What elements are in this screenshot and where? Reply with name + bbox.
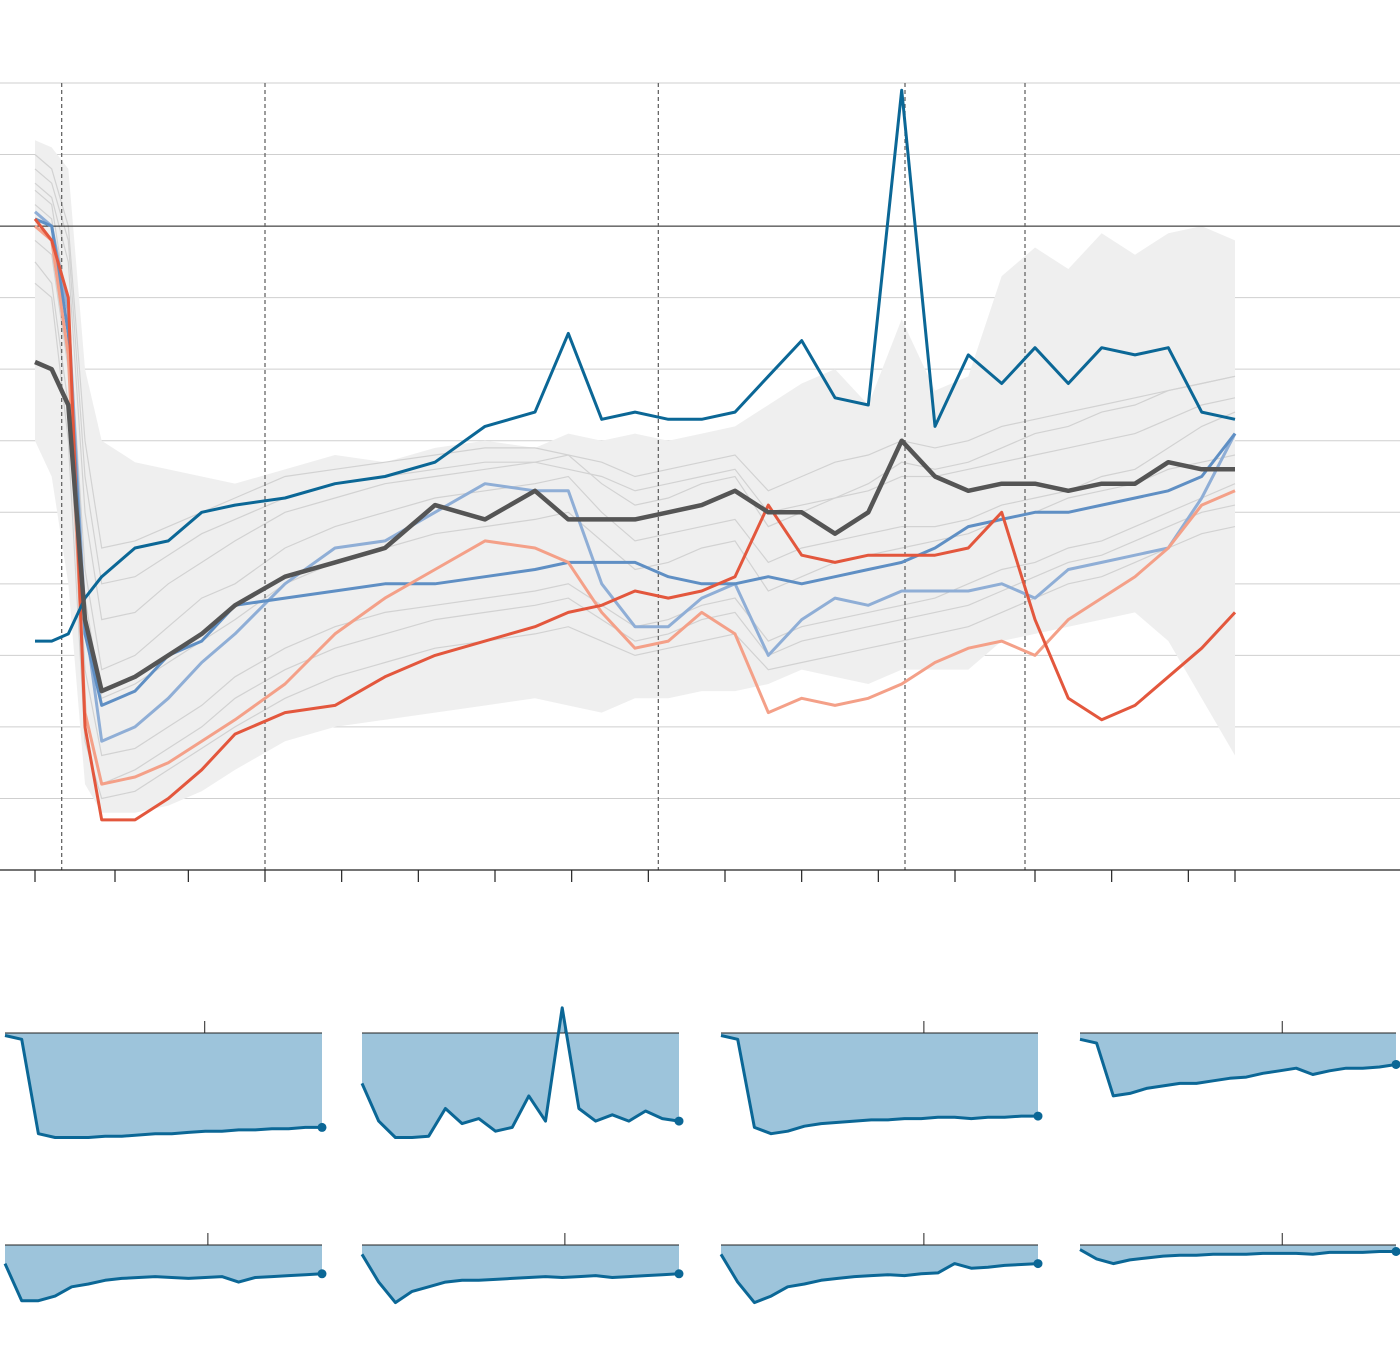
- panel-8: [1079, 1233, 1400, 1266]
- panel-area: [5, 1033, 322, 1138]
- dark-blue-series-line: [35, 88, 1236, 643]
- panel-2: [360, 1006, 684, 1139]
- thin-series-line: [34, 282, 1236, 800]
- panel-area: [1080, 1033, 1396, 1096]
- panel-endpoint: [317, 1269, 327, 1279]
- thin-series-line: [34, 204, 1236, 700]
- panel-line: [3, 1262, 323, 1303]
- panel-4: [1079, 1021, 1400, 1098]
- thin-series-line: [34, 182, 1236, 621]
- panel-1: [4, 1021, 327, 1139]
- panel-endpoint: [1391, 1059, 1400, 1069]
- panel-area: [362, 1245, 679, 1303]
- panel-3: [720, 1021, 1043, 1136]
- panel-endpoint: [317, 1122, 327, 1132]
- salmon-series-line: [34, 224, 1236, 786]
- thin-series-line: [34, 261, 1236, 785]
- panel-area: [5, 1245, 322, 1301]
- median-series-line: [34, 359, 1235, 694]
- event-markers: [61, 83, 1026, 870]
- panel-line: [4, 1034, 322, 1139]
- small-multiples: [3, 1006, 1400, 1305]
- panel-line: [719, 1253, 1039, 1305]
- panel-area: [362, 1007, 679, 1138]
- panel-line: [1079, 1037, 1397, 1098]
- x-axis: [0, 869, 1400, 882]
- panel-endpoint: [1033, 1259, 1043, 1269]
- panel-5: [3, 1233, 327, 1303]
- light-blue-series-line: [34, 210, 1237, 743]
- panel-area: [721, 1033, 1038, 1134]
- panel-endpoint: [1033, 1111, 1043, 1121]
- panel-endpoint: [674, 1116, 684, 1126]
- panel-7: [719, 1233, 1043, 1305]
- thin-series-line: [34, 168, 1236, 585]
- panel-endpoint: [1391, 1247, 1400, 1256]
- panel-endpoint: [674, 1269, 684, 1279]
- other-series-lines: [34, 154, 1236, 800]
- highlighted-series: [33, 88, 1237, 822]
- red-series-line: [33, 217, 1237, 822]
- panel-line: [360, 1006, 680, 1139]
- panel-6: [360, 1233, 684, 1305]
- thin-series-line: [34, 154, 1236, 549]
- panel-line: [1079, 1248, 1396, 1266]
- thin-series-line: [34, 189, 1236, 671]
- thin-series-line: [34, 239, 1236, 757]
- panel-line: [360, 1253, 680, 1305]
- panel-line: [720, 1034, 1038, 1136]
